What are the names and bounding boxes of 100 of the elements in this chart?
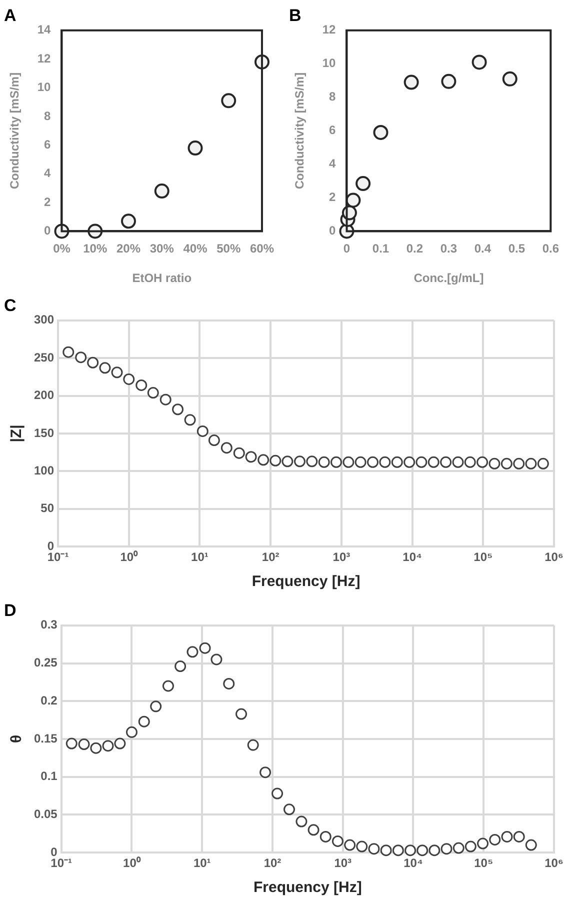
x-tick-label: 10² <box>264 856 282 870</box>
point <box>66 738 78 750</box>
point <box>154 184 170 199</box>
y-tick-label: 12 <box>322 22 336 37</box>
y-tick-label: 300 <box>34 312 54 327</box>
point <box>477 838 489 850</box>
point <box>136 379 148 391</box>
point <box>270 454 282 466</box>
x-tick-label: 10⁴ <box>404 856 423 870</box>
y-tick-label: 4 <box>329 156 336 171</box>
y-tick-label: 0.05 <box>34 807 58 822</box>
point <box>236 708 248 720</box>
point <box>452 456 464 468</box>
chart-title: C <box>4 296 16 315</box>
point <box>391 456 403 468</box>
x-tick-label: 0.2 <box>406 242 424 256</box>
point <box>404 456 416 468</box>
point <box>210 654 222 666</box>
y-axis-title: θ <box>8 734 26 744</box>
x-axis-title: EtOH ratio <box>132 271 192 286</box>
point <box>260 766 272 778</box>
point <box>87 356 99 368</box>
point <box>500 458 512 470</box>
point <box>174 660 186 672</box>
y-axis-title: |Z| <box>8 424 26 442</box>
point <box>62 346 74 358</box>
point <box>99 362 111 374</box>
point <box>513 830 525 842</box>
point <box>320 830 332 842</box>
y-tick-label: 14 <box>37 22 52 37</box>
x-tick-label: 10⁻¹ <box>47 550 69 564</box>
point <box>247 739 259 751</box>
y-tick-label: 6 <box>329 123 336 138</box>
point <box>245 451 257 463</box>
x-tick-label: 10⁴ <box>402 550 422 564</box>
point <box>472 54 487 70</box>
point <box>379 456 391 468</box>
y-tick-label: 0.25 <box>34 656 58 670</box>
point <box>223 678 235 690</box>
point <box>282 456 294 468</box>
point <box>102 740 114 752</box>
point <box>513 458 525 470</box>
x-tick-label: 20% <box>116 242 141 256</box>
point <box>184 414 196 426</box>
point <box>537 458 549 470</box>
y-tick-label: 8 <box>329 90 336 104</box>
point <box>342 456 354 468</box>
x-tick-label: 10% <box>83 242 108 256</box>
x-tick-label: 40% <box>183 242 208 256</box>
point <box>126 726 138 738</box>
x-tick-label: 10⁶ <box>544 550 564 564</box>
point <box>188 140 203 156</box>
x-tick-label: 10¹ <box>191 550 208 564</box>
point <box>220 442 232 454</box>
point <box>75 352 87 364</box>
y-tick-label: 150 <box>34 426 54 440</box>
point <box>502 71 518 86</box>
point <box>488 458 500 470</box>
x-tick-label: 10⁵ <box>474 550 493 564</box>
y-tick-label: 200 <box>34 388 54 402</box>
y-tick-label: 0.3 <box>40 618 58 632</box>
point <box>392 844 404 856</box>
point <box>501 830 513 842</box>
x-tick-label: 0.5 <box>508 242 526 256</box>
point <box>172 404 184 416</box>
point <box>428 844 440 856</box>
point <box>186 646 198 658</box>
x-tick-label: 10⁶ <box>544 856 564 870</box>
point <box>452 842 464 854</box>
point <box>221 93 236 108</box>
y-tick-label: 8 <box>44 108 52 123</box>
x-tick-label: 10⁵ <box>474 856 494 870</box>
y-tick-label: 2 <box>44 194 52 209</box>
point <box>428 456 440 468</box>
point <box>464 840 476 852</box>
y-tick-label: 10 <box>322 56 336 70</box>
x-tick-label: 30% <box>150 242 174 256</box>
point <box>111 366 123 378</box>
y-tick-label: 0.2 <box>40 693 58 708</box>
point <box>120 214 136 229</box>
point <box>162 680 174 692</box>
y-tick-label: 0.1 <box>40 769 58 784</box>
point <box>114 738 126 750</box>
point <box>233 447 245 459</box>
point <box>416 456 428 468</box>
point <box>489 834 501 846</box>
point <box>440 456 452 468</box>
x-tick-label: 10⁰ <box>120 550 139 564</box>
x-tick-label: 10³ <box>332 550 350 564</box>
y-axis-title: Conductivity [mS/m] <box>8 72 22 190</box>
point <box>346 192 361 208</box>
y-tick-label: 6 <box>44 137 52 152</box>
point <box>318 456 330 468</box>
point <box>199 642 211 654</box>
point <box>283 804 295 816</box>
x-tick-label: 10⁰ <box>123 856 142 870</box>
y-tick-label: 4 <box>44 166 52 180</box>
point <box>147 387 159 399</box>
point <box>441 74 456 89</box>
point <box>404 844 416 856</box>
